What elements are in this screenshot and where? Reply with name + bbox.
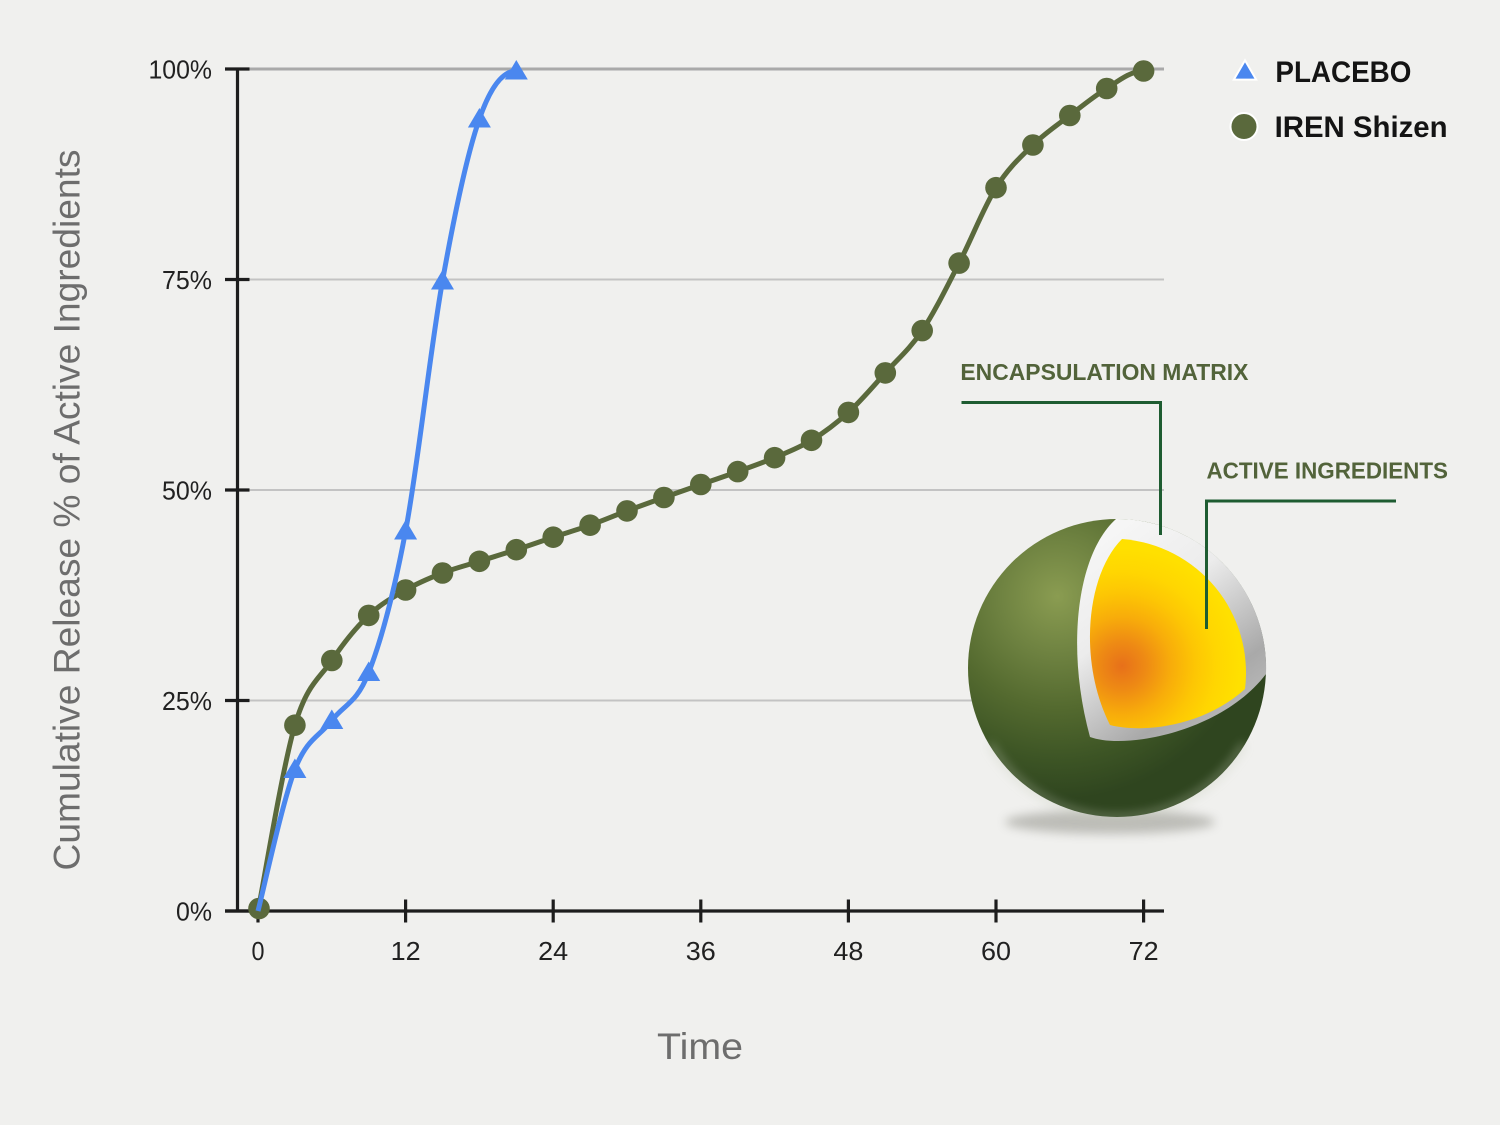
svg-text:0: 0	[252, 936, 265, 966]
svg-text:60: 60	[981, 936, 1011, 966]
svg-text:48: 48	[833, 936, 863, 966]
svg-text:ACTIVE INGREDIENTS: ACTIVE INGREDIENTS	[1207, 458, 1449, 484]
svg-text:ENCAPSULATION MATRIX: ENCAPSULATION MATRIX	[960, 359, 1249, 385]
svg-text:36: 36	[686, 936, 716, 966]
svg-text:12: 12	[391, 936, 421, 966]
svg-text:Time: Time	[657, 1026, 743, 1067]
svg-text:0%: 0%	[176, 896, 212, 926]
svg-text:50%: 50%	[162, 475, 212, 505]
svg-text:IREN Shizen: IREN Shizen	[1275, 111, 1448, 144]
svg-text:PLACEBO: PLACEBO	[1275, 56, 1411, 89]
svg-text:24: 24	[538, 936, 568, 966]
svg-text:Cumulative Release % of Active: Cumulative Release % of Active Ingredien…	[47, 149, 88, 870]
svg-text:72: 72	[1129, 936, 1159, 966]
svg-text:75%: 75%	[162, 265, 212, 295]
svg-text:25%: 25%	[162, 686, 212, 716]
svg-text:100%: 100%	[149, 54, 213, 84]
